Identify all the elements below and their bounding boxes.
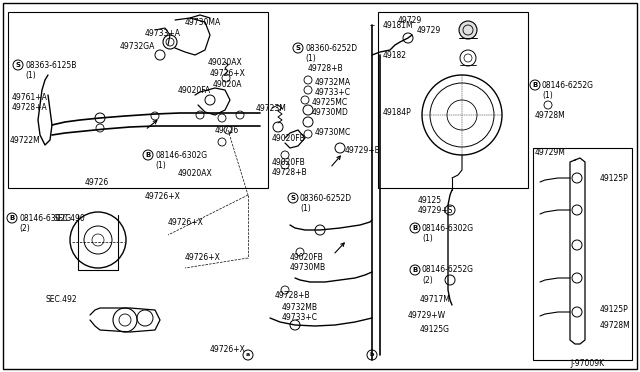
Text: S: S bbox=[296, 45, 301, 51]
Text: 49761+A: 49761+A bbox=[12, 93, 48, 102]
Text: (1): (1) bbox=[300, 203, 311, 212]
Text: 49726+X: 49726+X bbox=[185, 253, 221, 263]
Text: 49733+A: 49733+A bbox=[145, 29, 181, 38]
Text: 49717M: 49717M bbox=[420, 295, 451, 305]
Text: J-97009K: J-97009K bbox=[570, 359, 604, 369]
Bar bbox=[533, 148, 632, 360]
Text: 08146-6302G: 08146-6302G bbox=[19, 214, 71, 222]
Text: 49125G: 49125G bbox=[420, 326, 450, 334]
Bar bbox=[378, 12, 528, 188]
Text: 49726: 49726 bbox=[215, 125, 239, 135]
Text: 49184P: 49184P bbox=[383, 108, 412, 116]
Text: 49728M: 49728M bbox=[600, 321, 631, 330]
Text: (1): (1) bbox=[305, 54, 316, 62]
Text: 49733+C: 49733+C bbox=[315, 87, 351, 96]
Text: 08363-6125B: 08363-6125B bbox=[25, 61, 76, 70]
Text: 49729+S: 49729+S bbox=[418, 205, 453, 215]
Text: 08360-6252D: 08360-6252D bbox=[305, 44, 357, 52]
Text: S: S bbox=[15, 62, 20, 68]
Text: 49726+X: 49726+X bbox=[210, 68, 246, 77]
Text: (1): (1) bbox=[542, 90, 553, 99]
Text: 49125P: 49125P bbox=[600, 305, 628, 314]
Circle shape bbox=[459, 21, 477, 39]
Text: (2): (2) bbox=[19, 224, 29, 232]
Text: 49729+B: 49729+B bbox=[345, 145, 381, 154]
Text: B: B bbox=[145, 152, 150, 158]
Text: 49020A: 49020A bbox=[213, 80, 243, 89]
Text: 49728M: 49728M bbox=[535, 110, 566, 119]
Text: a: a bbox=[246, 353, 250, 357]
Text: 49020AX: 49020AX bbox=[178, 169, 212, 177]
Text: 49729: 49729 bbox=[397, 16, 422, 25]
Text: 49020AX: 49020AX bbox=[208, 58, 243, 67]
Text: 08146-6302G: 08146-6302G bbox=[422, 224, 474, 232]
Text: (1): (1) bbox=[422, 234, 433, 243]
Text: B: B bbox=[532, 82, 538, 88]
Text: 49020FB: 49020FB bbox=[272, 157, 306, 167]
Text: 49722M: 49722M bbox=[10, 135, 41, 144]
Text: 49730MC: 49730MC bbox=[315, 128, 351, 137]
Text: 49733+C: 49733+C bbox=[282, 314, 318, 323]
Text: 49728+B: 49728+B bbox=[272, 167, 308, 176]
Text: 49728+B: 49728+B bbox=[308, 64, 344, 73]
Text: (1): (1) bbox=[25, 71, 36, 80]
Text: B: B bbox=[412, 225, 418, 231]
Text: 49732MA: 49732MA bbox=[315, 77, 351, 87]
Text: 49726+X: 49726+X bbox=[210, 346, 246, 355]
Text: 49181M: 49181M bbox=[383, 20, 413, 29]
Text: 49020FB: 49020FB bbox=[290, 253, 324, 263]
Text: (1): (1) bbox=[155, 160, 166, 170]
Text: 49726+X: 49726+X bbox=[145, 192, 181, 201]
Text: B: B bbox=[10, 215, 15, 221]
Text: 49125: 49125 bbox=[418, 196, 442, 205]
Text: 08360-6252D: 08360-6252D bbox=[300, 193, 352, 202]
Text: 49729M: 49729M bbox=[535, 148, 566, 157]
Text: 08146-6252G: 08146-6252G bbox=[422, 266, 474, 275]
Text: 49732MB: 49732MB bbox=[282, 304, 318, 312]
Text: 49020FA: 49020FA bbox=[178, 86, 211, 94]
Text: 49723M: 49723M bbox=[256, 103, 287, 112]
Text: 49730MA: 49730MA bbox=[185, 17, 221, 26]
Text: 49732GA: 49732GA bbox=[120, 42, 156, 51]
Text: S: S bbox=[291, 195, 296, 201]
Text: B: B bbox=[412, 267, 418, 273]
Text: SEC.492: SEC.492 bbox=[45, 295, 77, 305]
Text: 49125P: 49125P bbox=[600, 173, 628, 183]
Text: 49730MB: 49730MB bbox=[290, 263, 326, 273]
Bar bbox=[8, 12, 268, 188]
Text: 49726: 49726 bbox=[85, 177, 109, 186]
Text: 49726+X: 49726+X bbox=[168, 218, 204, 227]
Text: SEC.490: SEC.490 bbox=[53, 214, 84, 222]
Text: 08146-6252G: 08146-6252G bbox=[542, 80, 594, 90]
Text: (2): (2) bbox=[422, 276, 433, 285]
Text: 49020FB: 49020FB bbox=[272, 134, 306, 142]
Text: 49725MC: 49725MC bbox=[312, 97, 348, 106]
Text: 49729+W: 49729+W bbox=[408, 311, 446, 320]
Text: 49730MD: 49730MD bbox=[312, 108, 349, 116]
Text: 49182: 49182 bbox=[383, 51, 407, 60]
Text: 49728+A: 49728+A bbox=[12, 103, 48, 112]
Text: 08146-6302G: 08146-6302G bbox=[155, 151, 207, 160]
Text: b: b bbox=[370, 353, 374, 357]
Text: 49728+B: 49728+B bbox=[275, 291, 310, 299]
Text: 49729: 49729 bbox=[417, 26, 441, 35]
